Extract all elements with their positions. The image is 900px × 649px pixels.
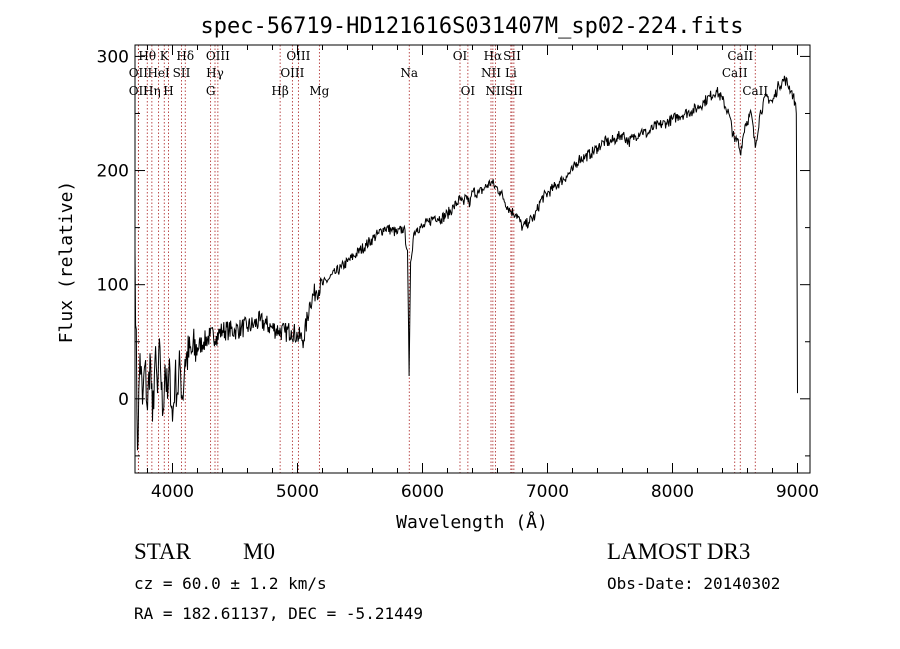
spectral-line-label: Hδ	[176, 49, 194, 63]
spectral-line-label: OI	[461, 84, 476, 98]
spectral-line-label: SII	[505, 84, 523, 98]
spectral-lines: HθOIIOIIHηHeIKHSIIHδGHγOIIIHβOIIIOIIIMgN…	[129, 45, 768, 473]
y-tick-label: 0	[118, 390, 129, 410]
spectral-line-label: CaII	[727, 49, 753, 63]
y-tick-label: 300	[97, 47, 129, 67]
spectral-line-label: OIII	[206, 49, 230, 63]
plot-frame	[134, 44, 811, 474]
y-axis-label: Flux (relative)	[56, 181, 77, 344]
y-tick-label: 200	[97, 162, 129, 182]
object-class: STAR	[134, 539, 191, 564]
spectral-line-label: SII	[173, 66, 191, 80]
y-axis-ticks: 0 100 200 300	[97, 47, 810, 457]
survey-name: LAMOST DR3	[607, 539, 751, 564]
spectral-line-label: K	[160, 49, 170, 63]
x-tick-label: 9000	[776, 482, 819, 502]
spectral-line-label: Hβ	[271, 84, 288, 98]
spectral-line-label: CaII	[742, 84, 768, 98]
spectral-line-label: OIII	[280, 66, 304, 80]
object-subclass: M0	[243, 539, 275, 564]
x-axis-ticks: 4000 5000 6000 7000 8000 9000	[147, 45, 819, 502]
spectral-line-label: Hη	[143, 84, 161, 98]
spectral-line-label: SII	[503, 49, 521, 63]
x-tick-label: 4000	[151, 482, 194, 502]
x-axis-label: Wavelength (Å)	[396, 511, 548, 533]
spectral-line-label: Li	[505, 66, 517, 80]
spectral-line-label: Hγ	[206, 66, 224, 80]
spectral-line-label: Na	[400, 66, 418, 80]
x-tick-label: 7000	[526, 482, 569, 502]
spectrum-series	[134, 75, 798, 451]
observation-date: Obs-Date: 20140302	[607, 574, 781, 593]
spectral-line-label: HeI	[147, 66, 170, 80]
spectral-line-label: OIII	[286, 49, 310, 63]
spectral-line-label: NII	[485, 84, 505, 98]
coordinates: RA = 182.61137, DEC = -5.21449	[134, 604, 423, 623]
spectral-line-label: Hα	[484, 49, 503, 63]
spectral-line-label: OI	[453, 49, 468, 63]
redshift-cz: cz = 60.0 ± 1.2 km/s	[134, 574, 327, 593]
x-tick-label: 5000	[276, 482, 319, 502]
x-tick-label: 8000	[651, 482, 694, 502]
spectral-line-label: H	[163, 84, 173, 98]
spectral-line-label: NII	[481, 66, 501, 80]
spectral-line-label: CaII	[722, 66, 748, 80]
spectral-line-label: G	[206, 84, 216, 98]
flux-line	[134, 75, 798, 451]
spectral-line-label: Mg	[309, 84, 329, 98]
spectral-line-label: OII	[129, 84, 149, 98]
y-tick-label: 100	[97, 276, 129, 296]
chart-title: spec-56719-HD121616S031407M_sp02-224.fit…	[200, 14, 743, 39]
x-tick-label: 6000	[401, 482, 444, 502]
